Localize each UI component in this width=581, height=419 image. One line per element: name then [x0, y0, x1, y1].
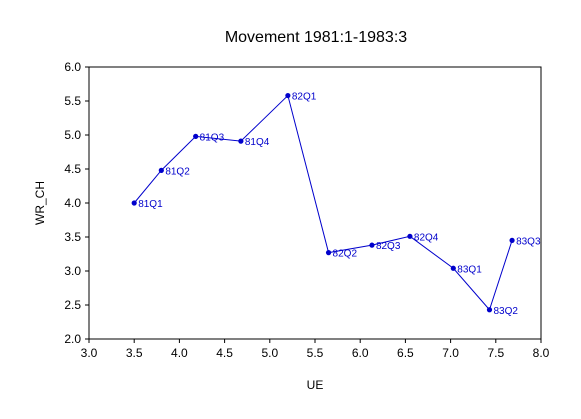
data-point-83q2	[486, 307, 493, 313]
data-point-82q1	[285, 92, 291, 99]
x-axis: 3.0 3.5 4.0 4.5 5.0 5.5 6.0 6.5 7.0 7.5 8.0	[81, 339, 550, 360]
x-tick-label: 3.0	[81, 346, 98, 360]
y-tick-label: 6.0	[64, 60, 81, 74]
data-label-82q4: 82Q4	[414, 232, 439, 243]
data-label-83q1: 83Q1	[457, 264, 482, 275]
data-label-83q2: 83Q2	[493, 306, 518, 317]
y-tick-label: 4.0	[64, 196, 81, 210]
data-label-81q2: 81Q2	[165, 166, 190, 177]
data-point-83q1	[450, 265, 456, 271]
x-tick-label: 4.5	[216, 346, 233, 360]
series-points: 81Q1 81Q2 81Q3 81Q4 82Q1 82Q2 82Q3 82Q4 83Q1 83Q2…	[131, 92, 541, 317]
x-tick-label: 7.0	[442, 346, 459, 360]
data-label-82q1: 82Q1	[292, 92, 317, 103]
x-tick-label: 5.0	[261, 346, 278, 360]
data-point-81q2	[158, 167, 164, 173]
data-label-81q1: 81Q1	[138, 199, 163, 210]
x-tick-label: 8.0	[533, 346, 550, 360]
data-point-82q2	[325, 250, 332, 256]
y-tick-label: 3.0	[64, 264, 81, 278]
data-label-81q3: 81Q3	[200, 132, 225, 143]
data-label-82q2: 82Q2	[333, 249, 358, 260]
data-point-82q4	[407, 233, 413, 239]
x-tick-label: 5.5	[307, 346, 324, 360]
y-tick-label: 3.5	[64, 230, 81, 244]
data-label-82q3: 82Q3	[376, 241, 401, 252]
x-tick-label: 3.5	[126, 346, 143, 360]
y-axis-label: WR_CH	[33, 181, 47, 225]
y-tick-label: 2.0	[64, 332, 81, 346]
data-point-81q3	[193, 133, 199, 139]
x-axis-label: UE	[307, 378, 324, 392]
series-line	[133, 94, 513, 311]
x-tick-label: 6.5	[397, 346, 414, 360]
y-tick-label: 2.5	[64, 298, 81, 312]
data-point-81q4	[238, 138, 244, 144]
data-point-82q3	[369, 242, 375, 248]
y-axis: 2.0 2.5 3.0 3.5 4.0 4.5 5.0 5.5 6.0	[64, 60, 89, 346]
data-point-83q3	[509, 237, 515, 243]
data-label-83q3: 83Q3	[516, 236, 541, 247]
x-tick-label: 7.5	[487, 346, 504, 360]
data-label-81q4: 81Q4	[245, 137, 270, 148]
x-tick-label: 4.0	[171, 346, 188, 360]
y-tick-label: 5.5	[64, 94, 81, 108]
chart-title: Movement 1981:1-1983:3	[225, 29, 407, 46]
y-tick-label: 5.0	[64, 128, 81, 142]
y-tick-label: 4.5	[64, 162, 81, 176]
x-tick-label: 6.0	[352, 346, 369, 360]
data-point-81q1	[131, 200, 137, 206]
